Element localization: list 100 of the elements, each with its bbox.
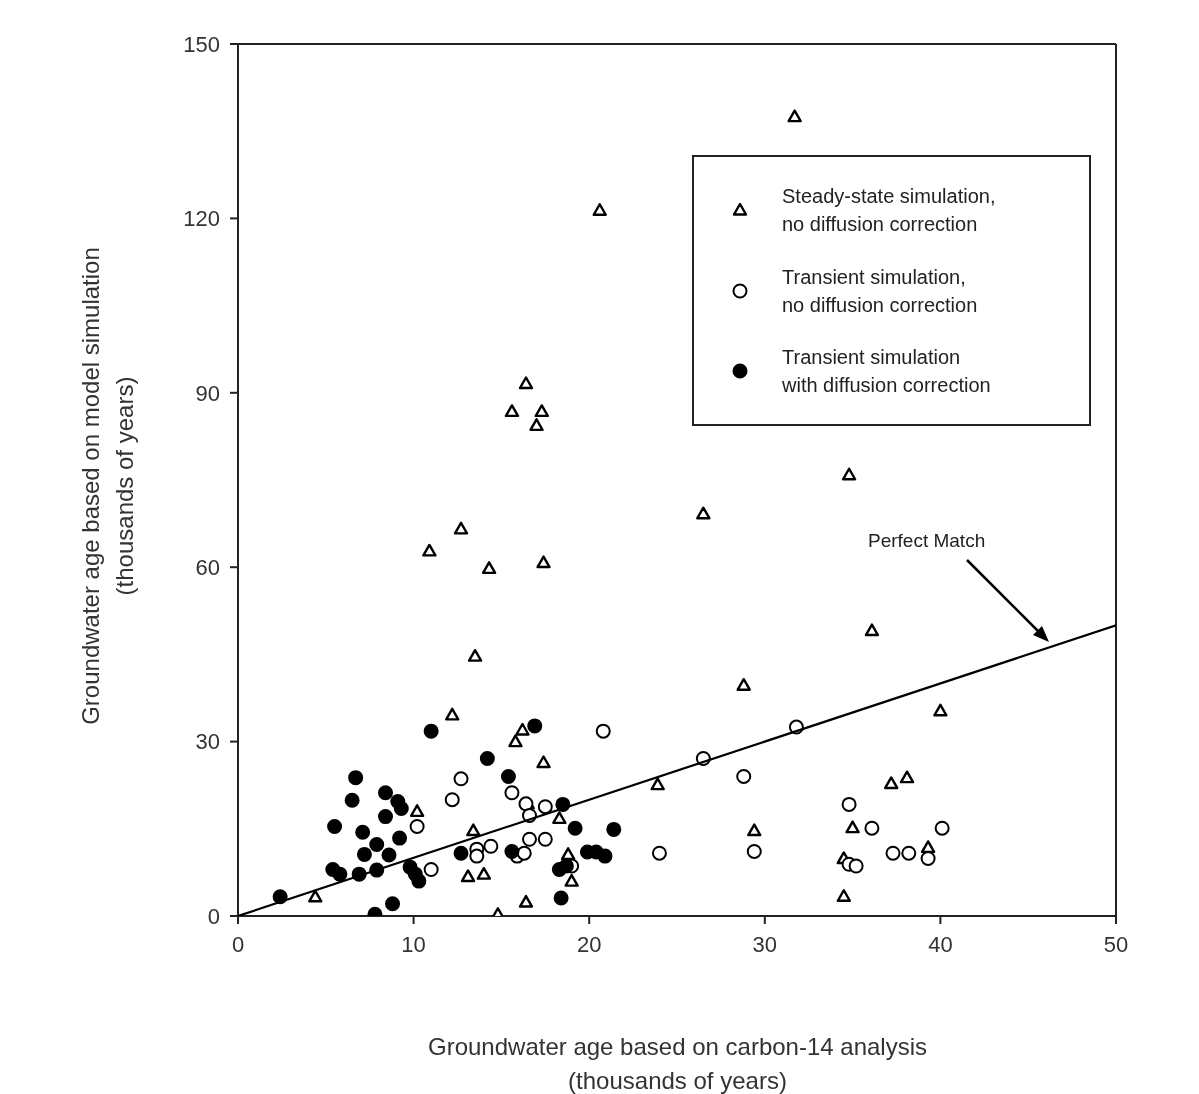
point	[836, 889, 852, 902]
point	[595, 723, 611, 739]
point	[423, 723, 439, 739]
point	[381, 847, 397, 863]
legend-label: Transient simulation, no diffusion correction	[782, 264, 978, 318]
point	[696, 506, 711, 520]
point	[536, 555, 551, 569]
point	[518, 894, 534, 908]
point	[444, 792, 460, 808]
point	[845, 820, 860, 834]
annotation: Perfect Match	[868, 530, 986, 552]
point	[453, 521, 469, 535]
point	[552, 811, 567, 825]
point	[460, 869, 476, 883]
point	[515, 722, 530, 736]
legend-label: Transient simulation with diffusion correction	[782, 345, 991, 399]
point	[479, 750, 495, 766]
y-tick-label: 90	[195, 380, 220, 406]
point	[558, 858, 574, 874]
point	[901, 845, 917, 861]
point	[332, 866, 348, 882]
point	[537, 799, 553, 815]
x-tick-label: 20	[576, 931, 602, 957]
point	[469, 848, 485, 864]
point	[508, 734, 523, 748]
x-tick-label: 10	[401, 931, 426, 957]
y-tick-label: 60	[195, 555, 220, 581]
y-tick-label: 150	[183, 31, 220, 57]
point	[327, 818, 343, 834]
y-tick-label: 30	[195, 729, 220, 755]
point	[592, 203, 607, 216]
point	[933, 703, 948, 717]
point	[597, 848, 613, 864]
point	[500, 768, 516, 784]
point	[504, 785, 520, 801]
point	[746, 843, 762, 859]
point	[518, 376, 534, 390]
point	[344, 792, 360, 808]
point	[504, 843, 520, 859]
point	[651, 845, 667, 861]
point	[650, 777, 665, 791]
point	[355, 824, 371, 840]
point	[356, 846, 372, 862]
y-tick-label: 120	[183, 206, 220, 232]
point	[899, 770, 915, 784]
point	[385, 896, 401, 912]
point	[848, 858, 864, 874]
point	[537, 831, 553, 847]
y-tick-label: 0	[207, 903, 220, 929]
point	[787, 109, 802, 123]
point	[481, 561, 497, 575]
point	[736, 768, 752, 784]
point	[841, 467, 857, 481]
x-tick-label: 0	[231, 931, 245, 957]
point	[536, 755, 551, 769]
x-axis-title: Groundwater age based on carbon-14 analysis (thousands of years)	[427, 1032, 928, 1094]
point	[453, 771, 469, 787]
point	[378, 785, 393, 801]
point	[369, 837, 385, 852]
point	[606, 821, 622, 837]
point	[864, 623, 880, 637]
point	[920, 840, 936, 854]
point	[534, 404, 549, 418]
point	[516, 845, 532, 861]
point	[934, 820, 950, 836]
point	[378, 809, 393, 825]
point	[409, 818, 425, 834]
point	[466, 823, 481, 837]
point	[564, 873, 579, 887]
point	[527, 718, 543, 734]
point	[747, 823, 762, 837]
point	[560, 847, 576, 861]
point	[522, 831, 537, 847]
point	[348, 770, 364, 786]
point	[885, 845, 901, 861]
point	[411, 873, 427, 889]
point	[453, 845, 469, 861]
point	[841, 796, 857, 812]
point	[529, 418, 544, 432]
point	[392, 830, 408, 846]
legend-label: Steady-state simulation, no diffusion correction	[782, 183, 996, 237]
point	[553, 890, 569, 906]
point	[467, 648, 483, 662]
point	[393, 800, 409, 816]
point	[483, 838, 499, 854]
point	[445, 707, 460, 721]
x-tick-label: 40	[928, 931, 953, 957]
point	[884, 776, 899, 790]
x-tick-label: 50	[1103, 931, 1129, 957]
point	[864, 820, 880, 836]
point	[504, 404, 520, 418]
point	[476, 866, 492, 880]
point	[308, 889, 323, 903]
point	[736, 678, 751, 691]
y-axis-title: Groundwater age based on model simulation (thousands of years)	[76, 246, 139, 727]
x-tick-label: 30	[752, 931, 778, 957]
point	[409, 804, 425, 818]
point	[423, 861, 439, 877]
point	[422, 543, 437, 557]
point	[567, 820, 583, 836]
